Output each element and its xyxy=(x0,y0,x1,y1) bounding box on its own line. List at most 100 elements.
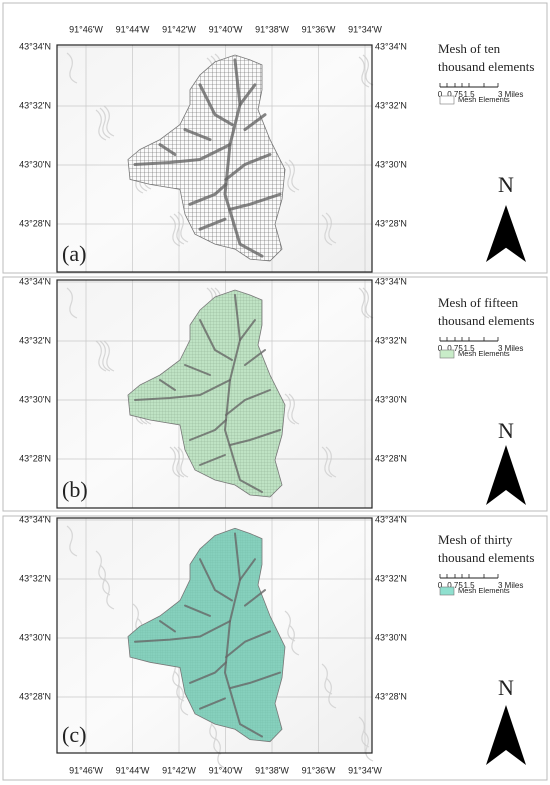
terrain-shade xyxy=(177,684,189,716)
lat-label: 43°32'N xyxy=(19,100,51,110)
terrain-shade xyxy=(325,446,337,478)
stream xyxy=(229,671,281,690)
lat-label: 43°28'N xyxy=(375,218,407,228)
legend-swatch xyxy=(439,95,455,105)
terrain-shade xyxy=(66,52,78,84)
stream xyxy=(224,153,272,181)
scale-label: 0.75 xyxy=(447,581,463,590)
scale-label: 0 xyxy=(438,344,443,353)
lat-label: 43°28'N xyxy=(19,453,51,463)
legend-title: Mesh of thirty xyxy=(438,532,513,547)
stream xyxy=(198,217,227,231)
panel: 43°34'N 43°34'N 43°32'N 43°32'N 43°30'N 43°30… xyxy=(2,276,548,512)
lat-label: 43°28'N xyxy=(19,691,51,701)
legend-title: thousand elements xyxy=(438,59,534,74)
terrain-shade xyxy=(210,723,222,755)
terrain-shade xyxy=(358,56,370,88)
terrain-shade xyxy=(325,677,337,709)
legend-title: Mesh of ten xyxy=(438,41,501,56)
lat-label: 43°34'N xyxy=(19,41,51,51)
stream xyxy=(239,558,256,581)
lat-label: 43°34'N xyxy=(375,514,407,524)
north-label: N xyxy=(498,172,514,197)
lon-label: 91°40'W xyxy=(209,24,243,34)
lat-label: 43°30'N xyxy=(19,159,51,169)
lon-label: 91°40'W xyxy=(209,765,243,775)
terrain-shade xyxy=(288,624,300,656)
legend-label: Mesh Elements xyxy=(458,349,510,358)
panel-border xyxy=(2,515,548,781)
scale-label: 0 xyxy=(438,581,443,590)
terrain-shade xyxy=(284,161,296,193)
terrain-shade xyxy=(169,215,181,247)
north-arrow xyxy=(486,705,526,765)
lat-label: 43°28'N xyxy=(19,218,51,228)
watershed-mesh xyxy=(127,527,286,743)
terrain-shade xyxy=(99,340,111,372)
terrain-shade xyxy=(99,564,111,596)
lat-label: 43°28'N xyxy=(375,691,407,701)
terrain-shade xyxy=(173,446,185,478)
lon-label: 91°42'W xyxy=(162,24,196,34)
terrain-shade xyxy=(169,446,181,478)
stream xyxy=(159,620,176,633)
terrain-shade xyxy=(362,287,374,319)
scale-label: 1.5 xyxy=(463,344,475,353)
terrain-shade xyxy=(66,525,78,557)
legend-label: Mesh Elements xyxy=(458,586,510,595)
lat-label: 43°32'N xyxy=(19,573,51,583)
lat-label: 43°34'N xyxy=(375,276,407,286)
terrain-shade xyxy=(362,730,374,762)
lat-label: 43°34'N xyxy=(375,41,407,51)
lon-label: 91°38'W xyxy=(255,24,289,34)
terrain-shade xyxy=(214,737,226,769)
stream xyxy=(225,389,271,416)
lon-label: 91°46'W xyxy=(69,765,103,775)
scale-label: 1.5 xyxy=(463,581,475,590)
terrain-shade xyxy=(288,393,300,425)
north-arrow xyxy=(486,205,526,262)
lat-label: 43°30'N xyxy=(375,394,407,404)
terrain-shade xyxy=(95,550,107,582)
lat-label: 43°32'N xyxy=(375,100,407,110)
lat-label: 43°34'N xyxy=(19,514,51,524)
terrain-shade xyxy=(177,211,189,243)
terrain-shade xyxy=(321,663,333,695)
scale-label: 0.75 xyxy=(447,344,463,353)
stream xyxy=(223,58,264,258)
stream xyxy=(229,429,281,446)
scale-label: 0 xyxy=(438,90,443,99)
terrain-shade xyxy=(95,340,107,372)
terrain-shade xyxy=(321,214,333,246)
watershed-mesh xyxy=(127,54,286,262)
lat-label: 43°30'N xyxy=(375,632,407,642)
lon-label: 91°36'W xyxy=(302,24,336,34)
lon-label: 91°44'W xyxy=(116,765,150,775)
lon-label: 91°44'W xyxy=(116,24,150,34)
stream xyxy=(158,143,177,156)
scale-label: 0.75 xyxy=(447,90,463,99)
scale-label: 3 Miles xyxy=(498,344,523,353)
lat-label: 43°32'N xyxy=(375,335,407,345)
legend-label: Mesh Elements xyxy=(458,95,510,104)
stream xyxy=(184,604,211,617)
stream xyxy=(134,379,231,401)
lat-label: 43°30'N xyxy=(375,159,407,169)
scale-label: 1.5 xyxy=(463,90,475,99)
terrain-shade xyxy=(103,340,115,372)
terrain-shade xyxy=(284,393,296,425)
stream xyxy=(199,319,233,361)
stream xyxy=(244,349,266,366)
stream xyxy=(228,192,282,211)
legend-swatch xyxy=(439,586,455,596)
lon-label: 91°34'W xyxy=(348,24,382,34)
legend-swatch xyxy=(439,349,455,359)
lat-label: 43°28'N xyxy=(375,453,407,463)
stream xyxy=(239,319,256,341)
stream xyxy=(133,143,232,166)
terrain-shade xyxy=(177,446,189,478)
terrain-shade xyxy=(358,716,370,748)
scale-label: 3 Miles xyxy=(498,90,523,99)
north-arrow xyxy=(486,445,526,505)
